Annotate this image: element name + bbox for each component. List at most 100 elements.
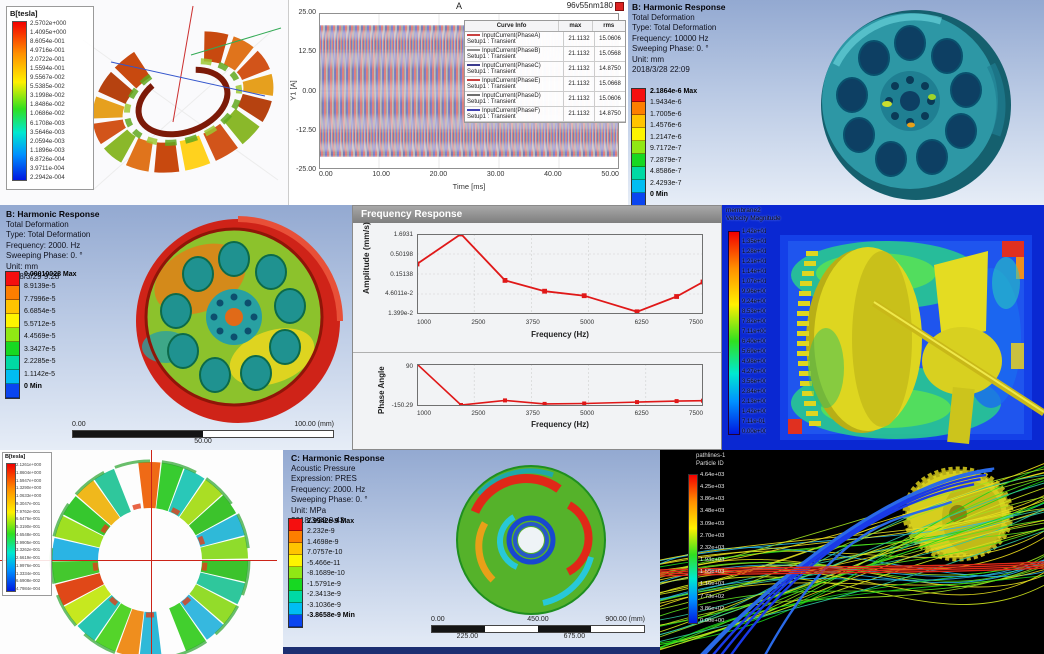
y-tick-label: 1.6931	[393, 231, 413, 238]
colorbar-value: 1.0686e-002	[30, 110, 65, 118]
y-tick-label: 4.6011e-2	[385, 290, 413, 298]
result-info-line: Type: Total Deformation	[6, 230, 91, 240]
colorbar-value: 4.25e+03	[700, 484, 725, 491]
maxwell-colorbar: B[tesla] 2.5702e+000 1.4095e+000 8.6054e-0…	[6, 6, 94, 190]
legend-row: InputCurrent(PhaseE) Setup1 : Transient 2…	[465, 77, 625, 92]
result-info-line: Unit: mm	[6, 261, 38, 271]
colorbar-value: -8.1689e-10	[307, 570, 345, 578]
colorbar-value: 0.00e+00	[742, 429, 768, 435]
x-tick-label: 7500	[688, 410, 703, 417]
colorbar-gradient	[728, 231, 740, 435]
divider	[353, 352, 721, 353]
colorbar-value: 1.35e+01	[742, 239, 768, 245]
colorbar-values: 0.00010028 Max 8.9139e-5 7.7996e-5 6.6854e-…	[24, 271, 77, 390]
result-info: B: Harmonic Response Total Deformation Typ…	[632, 2, 726, 75]
colorbar-value: -3.1036e-9	[307, 601, 341, 609]
colorbar-value: 3.9711e-004	[30, 164, 65, 172]
wheel-model-teal	[821, 10, 1011, 200]
colorbar-value: 5.69e+00	[742, 349, 768, 355]
amplitude-chart	[417, 234, 703, 314]
y-tick-label: 90	[405, 363, 413, 370]
x-axis-ticks: 0.00 10.00 20.00 30.00 40.00 50.00	[319, 171, 619, 178]
colorbar-value: -2.3413e-9	[307, 591, 341, 599]
colorbar-value: 9.96e+00	[742, 289, 768, 295]
maxwell-ring-viewport[interactable]: B[tesla] 2.1261e+000 1.8604e+000 1.5947e+0…	[0, 450, 283, 654]
legend-row: InputCurrent(PhaseA) Setup1 : Transient 2…	[465, 32, 625, 47]
legend-row: InputCurrent(PhaseC) Setup1 : Transient 2…	[465, 62, 625, 77]
result-info-line: Total Deformation	[632, 13, 695, 23]
colorbar-value: 6.6476e-001	[16, 516, 41, 522]
result-colorbar: 2.9942e-9 Max 2.232e-9 1.4698e-9 7.0757e-10…	[288, 518, 355, 628]
result-info-line: Frequency: 2000. Hz	[6, 240, 81, 250]
colorbar-value: 2.0722e-001	[30, 56, 65, 64]
curve-max: 21.1132	[564, 47, 595, 61]
colorbar-value: 2.0594e-003	[30, 137, 65, 145]
colorbar-value: 8.53e+00	[742, 309, 768, 315]
colorbar-value: 7.2879e-7	[650, 156, 682, 164]
colorbar-value: 1.8486e-002	[30, 101, 65, 109]
colorbar-value: 4.8586e-7	[650, 168, 682, 176]
colorbar-value: 1.28e+01	[742, 249, 768, 255]
colorbar-value: 1.4095e+000	[30, 29, 67, 37]
ruler-min: 0.00	[431, 616, 445, 623]
colorbar-value: 1.1142e-5	[24, 370, 56, 378]
colorbar-values: 2.9942e-9 Max 2.232e-9 1.4698e-9 7.0757e-10…	[307, 518, 355, 619]
colorbar-value: 2.13e+00	[742, 399, 768, 405]
harmonic-10000-viewport[interactable]: B: Harmonic Response Total Deformation Typ…	[628, 0, 1044, 205]
x-tick-label: 6250	[634, 410, 649, 417]
result-info-line: 2018/3/29 9:43	[291, 516, 345, 525]
colorbar-value: 2.9942e-9 Max	[307, 518, 355, 525]
harmonic-2000-viewport[interactable]: B: Harmonic Response Total Deformation Typ…	[0, 205, 352, 450]
colorbar-value: 9.5567e-002	[30, 74, 65, 82]
colorbar-gradient	[6, 463, 16, 592]
result-info-line: Sweeping Phase: 0. °	[291, 495, 368, 505]
colorbar-value: 8.6054e-001	[30, 38, 65, 46]
curve-name: InputCurrent(PhaseA)	[482, 33, 541, 39]
y-tick-label: 0.50198	[390, 250, 413, 258]
colorbar-value: 5.5385e-002	[30, 83, 65, 91]
curve-max: 21.1132	[564, 107, 595, 121]
acoustic-disc-model	[456, 465, 606, 615]
colorbar-title: B[tesla]	[10, 9, 38, 18]
y-tick-label: -12.50	[296, 126, 316, 134]
toroid-model	[82, 5, 282, 191]
colorbar-value: 2.2942e-004	[30, 173, 65, 181]
curve-setup: Setup1 : Transient	[467, 84, 516, 90]
result-info-line: 2018/3/28 22:09	[632, 65, 690, 74]
plot-title: A	[455, 1, 462, 11]
cfd-velocity-viewport[interactable]: membrane2 Velocity Magnitude 1.42e+01 1.3…	[722, 205, 1044, 450]
result-colorbar: 0.00010028 Max 8.9139e-5 7.7996e-5 6.6854e-…	[5, 271, 77, 399]
curve-rms: 15.0606	[599, 36, 621, 42]
pathlines-viewport[interactable]: pathlines-1 Particle ID 4.64e+03 4.25e+03…	[660, 450, 1044, 654]
window-titlebar[interactable]: Frequency Response	[353, 206, 721, 223]
colorbar-value: 3.9905e-001	[16, 539, 41, 545]
curve-name: InputCurrent(PhaseE)	[482, 78, 541, 84]
curve-name: InputCurrent(PhaseD)	[482, 93, 541, 99]
colorbar-value: 8.9139e-5	[24, 283, 56, 291]
curve-rms: 14.8750	[599, 66, 621, 72]
acoustic-pressure-viewport[interactable]: C: Harmonic Response Acoustic Pressure Exp…	[283, 450, 660, 654]
phase-x-axis-label: Frequency (Hz)	[531, 420, 589, 429]
result-info-line: Sweeping Phase: 0. °	[632, 44, 709, 54]
curve-setup: Setup1 : Transient	[467, 54, 516, 60]
colorbar-values: 2.5702e+000 1.4095e+000 8.6054e-001 4.9716e…	[30, 20, 66, 181]
colorbar-value: 2.5702e+000	[30, 20, 67, 27]
colorbar-value: 3.86e+02	[700, 605, 725, 612]
x-tick-label: 2500	[471, 319, 486, 326]
colorbar-value: 4.4569e-5	[24, 333, 56, 341]
contour-title-line1: membrane2	[726, 207, 761, 214]
result-info-line: Frequency: 2000. Hz	[291, 484, 366, 494]
colorbar-value: 1.16e+03	[700, 581, 725, 588]
colorbar-value: 1.9434e-6	[650, 99, 682, 107]
curve-name: InputCurrent(PhaseB)	[482, 48, 541, 54]
ruler-q1: 225.00	[456, 633, 479, 640]
colorbar-value: 3.56e+00	[742, 379, 768, 385]
pathlines-title: pathlines-1 Particle ID	[696, 453, 725, 469]
amplitude-x-ticks: 1000 2500 3750 5000 6250 7500	[417, 319, 703, 326]
result-info-line: C: Harmonic Response	[291, 453, 385, 463]
phase-chart	[417, 364, 703, 406]
colorbar-value: 6.1708e-003	[30, 119, 65, 127]
maxwell-toroid-viewport[interactable]: B[tesla] 2.5702e+000 1.4095e+000 8.6054e-0…	[0, 0, 288, 205]
propeller-model	[872, 251, 1044, 444]
